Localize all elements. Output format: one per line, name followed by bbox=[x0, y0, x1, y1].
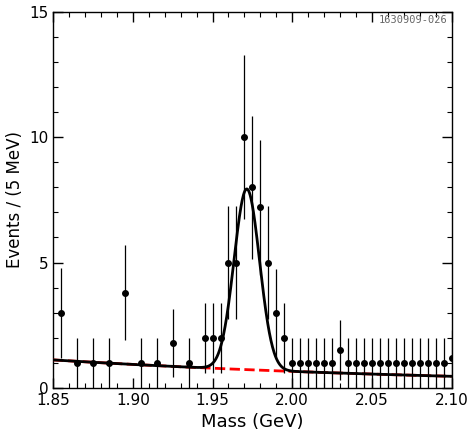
Y-axis label: Events / (5 MeV): Events / (5 MeV) bbox=[6, 131, 24, 268]
X-axis label: Mass (GeV): Mass (GeV) bbox=[201, 413, 304, 431]
Text: 1630909-026: 1630909-026 bbox=[379, 15, 447, 25]
